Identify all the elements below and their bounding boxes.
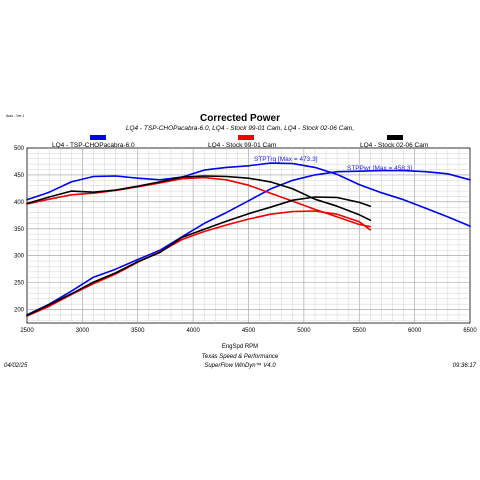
series-line-stptrq [26,162,471,227]
grid [27,148,470,323]
x-tick-label: 4500 [242,328,256,334]
x-tick-labels: 2500 3000 3500 4000 4500 5000 5500 6000 6500 [20,328,477,334]
x-tick-label: 5500 [353,328,367,334]
series-line-stppwr [26,169,471,316]
x-tick-label: 3500 [131,328,145,334]
series-line-stppwr [26,196,372,317]
y-tick-label: 400 [14,200,25,206]
footer-time: 09:36:17 [453,363,477,369]
x-tick-label: 3000 [76,328,90,334]
corner-note: Auto - Ver.1 [6,114,24,118]
y-tick-labels: 200 250 300 350 400 450 500 [14,146,25,314]
series-line-stppwr [26,210,372,317]
x-tick-label: 6500 [463,328,477,334]
chart-title: Corrected Power [200,113,280,124]
series-lines [26,162,471,317]
legend-label: LQ4 - Stock 02-06 Cam [360,142,428,149]
legend: LQ4 - TSP-CHOPacabra-6.0 LQ4 - Stock 99-0… [52,135,428,149]
annotation-power-max: STPPwr [Max = 458.3] [347,165,412,172]
legend-swatch [90,135,106,140]
y-tick-label: 300 [14,254,25,260]
series-line-stptrq [26,175,372,221]
footer-date: 04/02/25 [4,363,28,369]
x-axis-label: EngSpd RPM [222,344,258,350]
legend-label: LQ4 - Stock 99-01 Cam [208,142,276,149]
y-tick-label: 450 [14,173,25,179]
chart-subtitle: LQ4 - TSP-CHOPacabra-6.0, LQ4 - Stock 99… [126,125,355,132]
x-tick-label: 4000 [186,328,200,334]
y-tick-label: 200 [14,308,25,314]
y-tick-label: 500 [14,146,25,152]
legend-label: LQ4 - TSP-CHOPacabra-6.0 [52,142,135,149]
legend-swatch [238,135,254,140]
x-tick-label: 2500 [20,328,34,334]
x-tick-label: 6000 [408,328,422,334]
legend-swatch [387,135,403,140]
y-tick-label: 350 [14,227,25,233]
y-tick-label: 250 [14,281,25,287]
x-tick-label: 5000 [297,328,311,334]
footer-company: Texas Speed & Performance [202,354,279,360]
footer-software: SuperFlow WinDyn™ V4.0 [204,362,276,369]
annotation-torque-max: STPTrq [Max = 473.3] [254,156,318,163]
